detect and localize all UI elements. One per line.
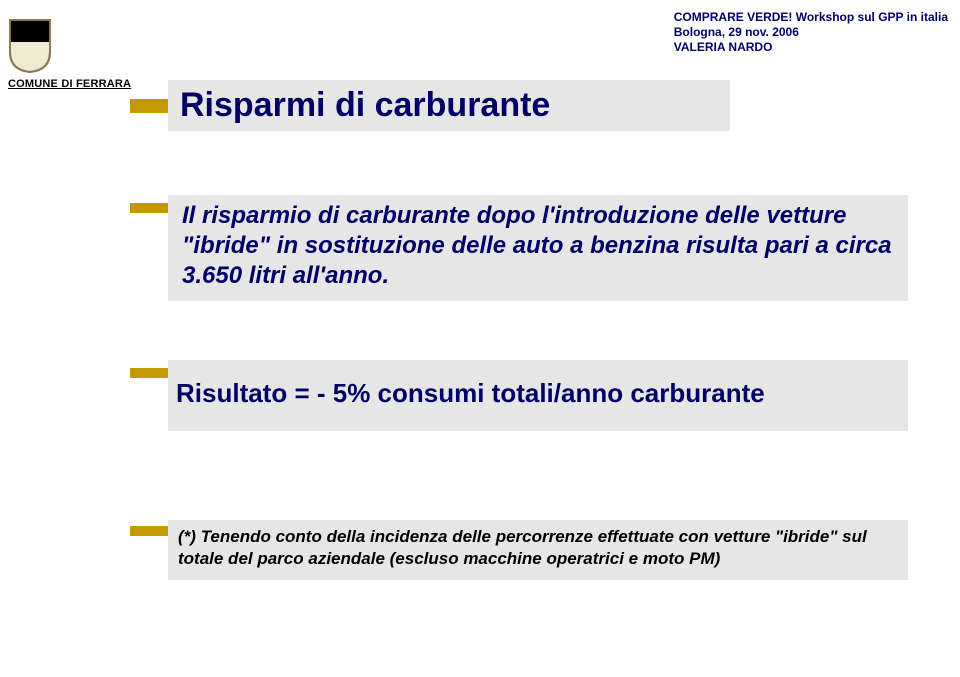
header-line-2: Bologna, 29 nov. 2006	[674, 25, 948, 40]
paragraph-2-text: Risultato = - 5% consumi totali/anno car…	[176, 378, 765, 408]
footnote-block: (*) Tenendo conto della incidenza delle …	[130, 520, 908, 580]
paragraph-2-block: Risultato = - 5% consumi totali/anno car…	[130, 360, 908, 431]
shield-icon	[8, 18, 52, 74]
paragraph-1-box: Il risparmio di carburante dopo l'introd…	[168, 195, 908, 301]
paragraph-1-block: Il risparmio di carburante dopo l'introd…	[130, 195, 908, 301]
paragraph-1-text: Il risparmio di carburante dopo l'introd…	[182, 202, 892, 289]
slide-header: COMPRARE VERDE! Workshop sul GPP in ital…	[674, 10, 948, 55]
footnote-box: (*) Tenendo conto della incidenza delle …	[168, 520, 908, 580]
paragraph-2-box: Risultato = - 5% consumi totali/anno car…	[168, 360, 908, 431]
footnote-text: (*) Tenendo conto della incidenza delle …	[178, 527, 867, 568]
slide-title: Risparmi di carburante	[180, 86, 550, 124]
slide: COMPRARE VERDE! Workshop sul GPP in ital…	[0, 0, 960, 677]
header-line-1: COMPRARE VERDE! Workshop sul GPP in ital…	[674, 10, 948, 25]
title-box: Risparmi di carburante	[168, 80, 730, 131]
logo-block: COMUNE DI FERRARA	[8, 18, 131, 90]
logo-label: COMUNE DI FERRARA	[8, 78, 131, 90]
title-block: Risparmi di carburante	[130, 80, 730, 131]
header-line-3: VALERIA NARDO	[674, 40, 948, 55]
